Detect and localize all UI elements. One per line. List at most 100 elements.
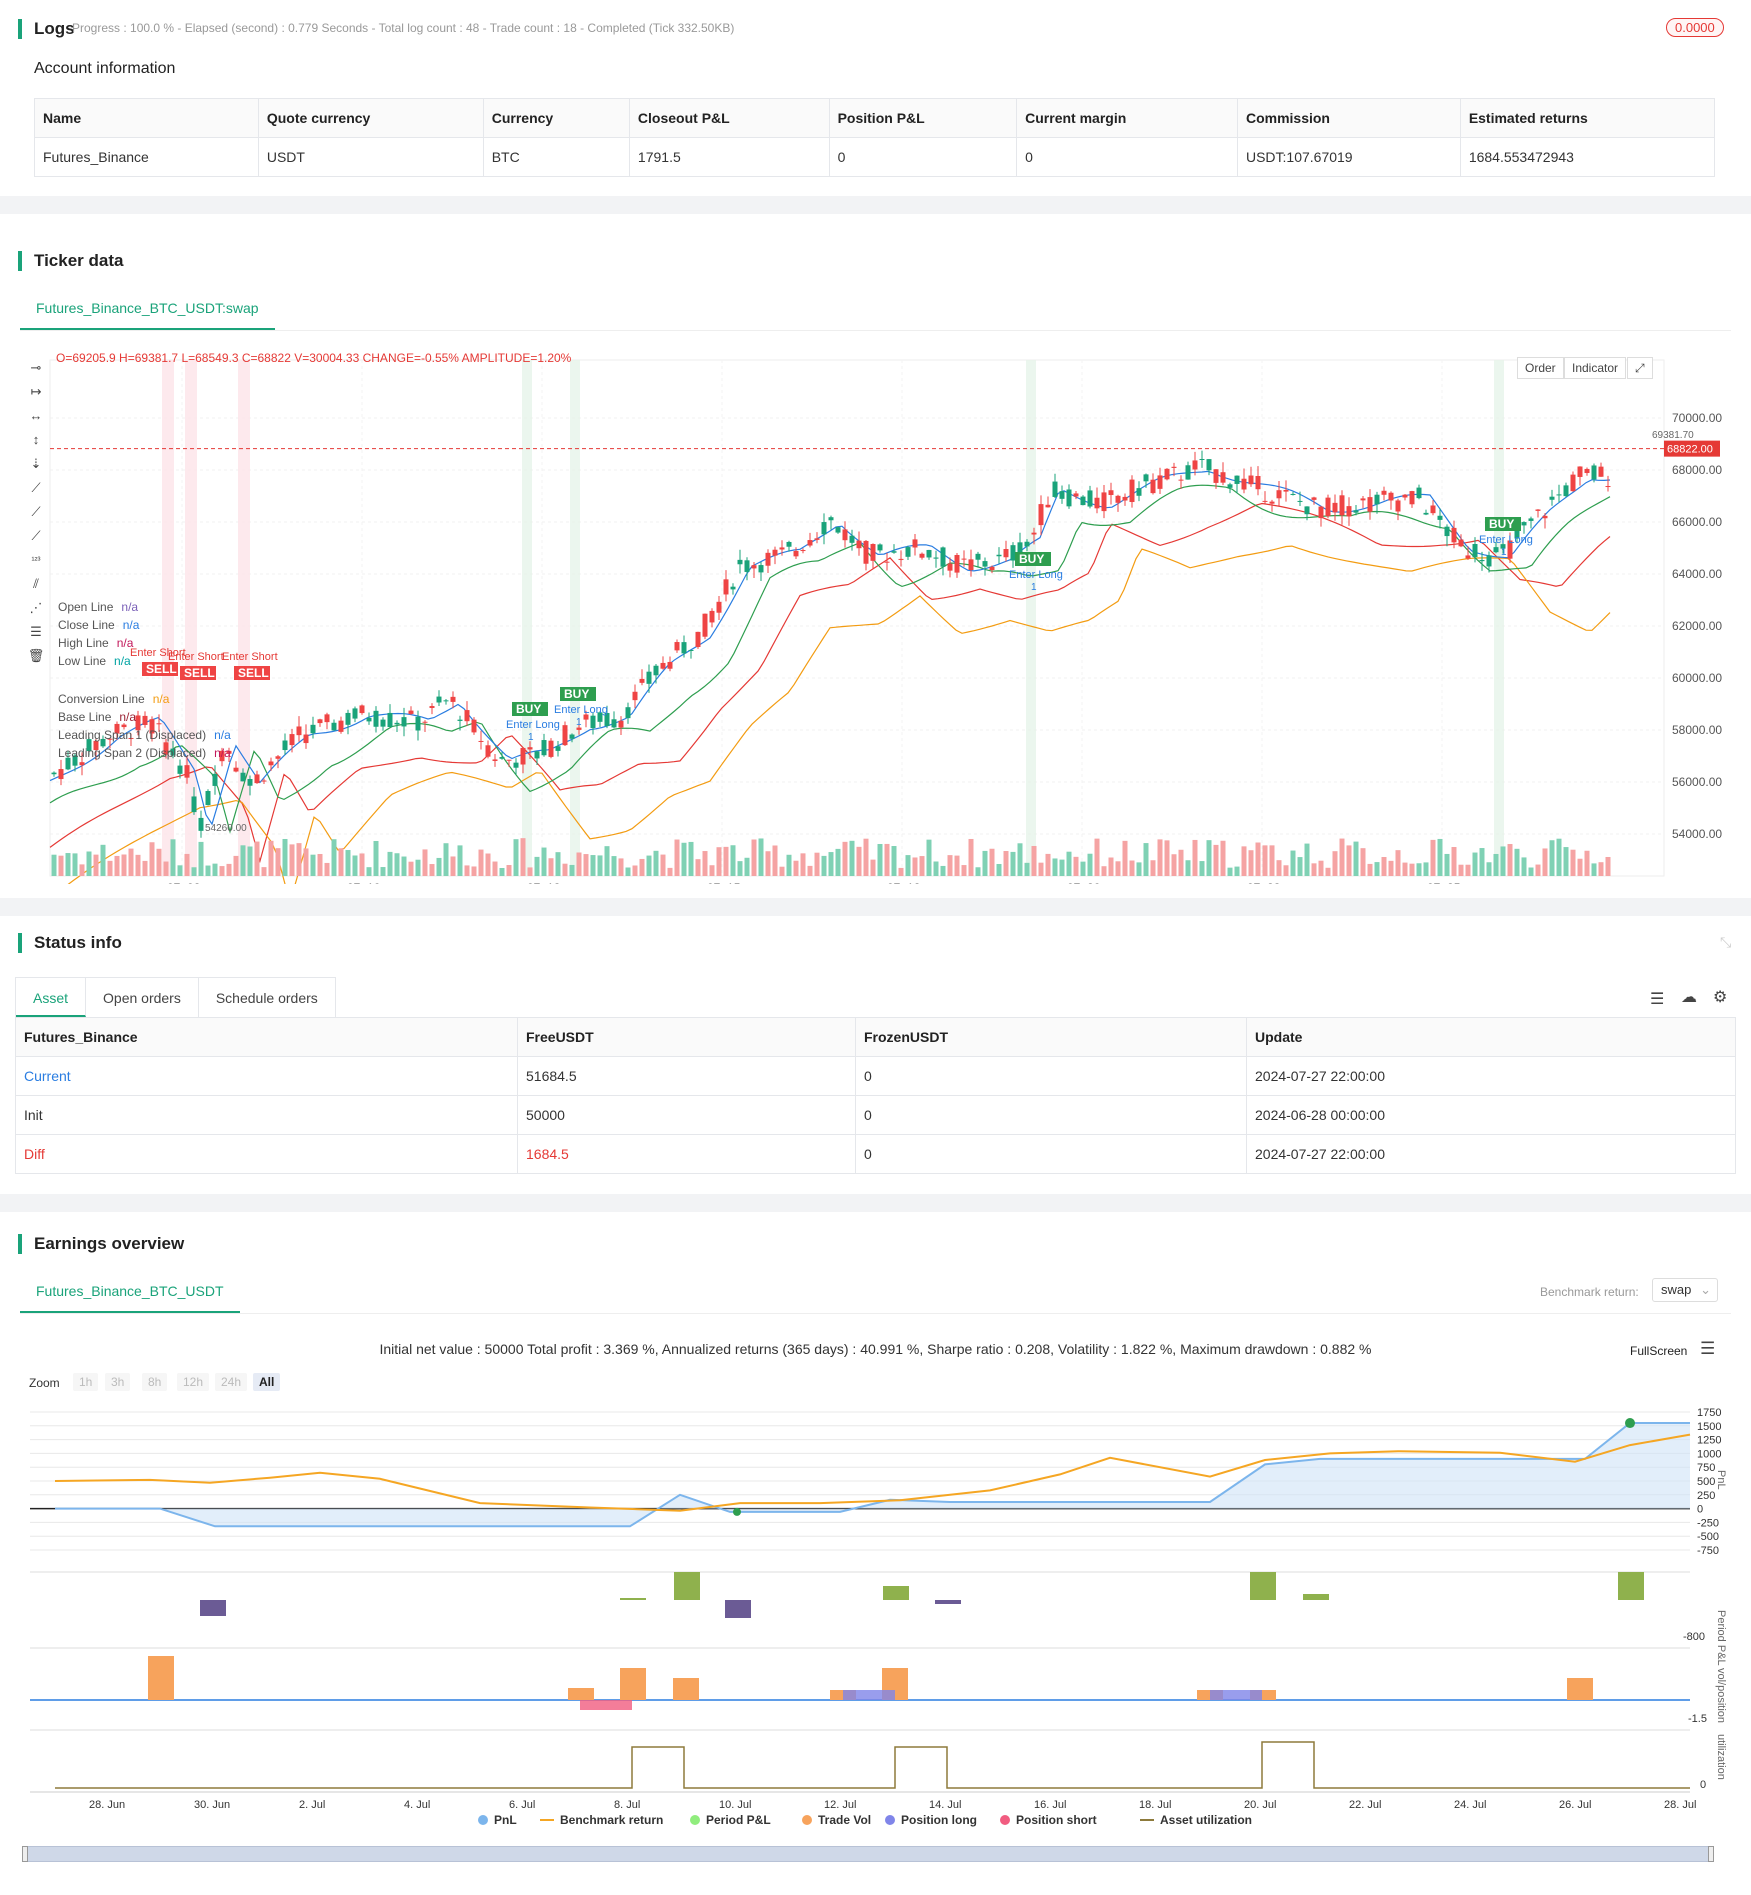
candle-body [989, 566, 995, 571]
volume-bar [1311, 863, 1317, 876]
legend-item[interactable]: Conversion Line n/a [58, 692, 169, 706]
benchmark-select[interactable]: swap ⌄ [1652, 1278, 1718, 1302]
parallel-channel-icon[interactable]: ⫽ [33, 576, 39, 591]
zoom-label: Zoom [29, 1376, 60, 1390]
volume-bar [471, 866, 477, 876]
volume-bar [464, 865, 470, 876]
legend-item[interactable]: Low Line n/a [58, 654, 131, 668]
indicator-button[interactable]: Indicator [1564, 357, 1627, 379]
legend-name: Base Line [58, 710, 112, 724]
candle-body [443, 700, 449, 702]
candle-body [919, 553, 925, 558]
menu-icon[interactable]: ☰ [1700, 1339, 1716, 1358]
legend-item[interactable]: PnL [478, 1813, 517, 1827]
candle-body [394, 722, 400, 725]
vertical-ray-icon[interactable]: ⇣ [30, 456, 42, 471]
y-tick-label: 54000.00 [1672, 827, 1722, 841]
candle-body [506, 759, 512, 761]
tab-asset[interactable]: Asset [16, 978, 87, 1017]
volume-bar [926, 839, 932, 876]
expand-icon[interactable]: ⤢ [1627, 357, 1653, 379]
vertical-line-icon[interactable]: ↕ [32, 432, 40, 447]
legend-item[interactable]: Close Line n/a [58, 618, 139, 632]
candle-body [1598, 466, 1604, 477]
fullscreen-button[interactable]: FullScreen [1630, 1344, 1688, 1358]
candle-body [1129, 479, 1135, 503]
legend-value: n/a [114, 654, 131, 668]
volume-bar [947, 855, 953, 876]
legend-item[interactable]: Asset utilization [1140, 1813, 1252, 1827]
fib-icon[interactable]: ⋰ [29, 600, 43, 615]
volume-bar [1458, 864, 1464, 876]
zoom-all-button[interactable]: All [253, 1373, 281, 1391]
signal-qty-label: 1 [1501, 547, 1507, 558]
candle-body [1094, 497, 1100, 509]
legend-item[interactable]: Leading Span 2 (Displaced) n/a [58, 746, 231, 760]
cloud-icon[interactable]: ☁ [1681, 989, 1697, 1006]
legend-item[interactable]: Base Line n/a [58, 710, 136, 724]
legend-item[interactable]: High Line n/a [58, 636, 133, 650]
volume-bar [1332, 851, 1338, 876]
list-icon[interactable]: ☰ [1650, 991, 1665, 1008]
zoom-1h-button[interactable]: 1h [73, 1373, 99, 1391]
zoom-24h-button[interactable]: 24h [215, 1373, 248, 1391]
navigator-scrollbar[interactable] [24, 1846, 1714, 1862]
legend-item[interactable]: Period P&L [690, 1813, 771, 1827]
candle-body [926, 549, 932, 558]
y-tick-label: -250 [1697, 1517, 1719, 1529]
extended-line-icon[interactable]: ↔ [29, 408, 43, 423]
navigator-handle-right[interactable] [1708, 1846, 1714, 1862]
zoom-8h-button[interactable]: 8h [142, 1373, 168, 1391]
trash-icon[interactable]: 🗑 [27, 648, 45, 663]
order-button[interactable]: Order [1517, 357, 1564, 379]
signal-highlight [238, 360, 250, 876]
tab-schedule-orders[interactable]: Schedule orders [215, 990, 318, 1006]
legend-item[interactable]: Position long [885, 1813, 977, 1827]
volume-bar [618, 858, 624, 876]
trend-line-icon[interactable]: ⟋ [31, 480, 41, 495]
status-section: Status info ⤡ Asset Open orders Schedule… [0, 916, 1751, 1194]
legend-name: Low Line [58, 654, 107, 668]
candle-body [1150, 479, 1156, 494]
legend-item[interactable]: Trade Vol [802, 1813, 871, 1827]
ray-icon[interactable]: ⟋ [31, 504, 41, 519]
ruler-icon[interactable]: ☰ [30, 624, 42, 639]
legend-item[interactable]: Benchmark return [540, 1813, 663, 1827]
gear-icon[interactable]: ⚙ [1713, 989, 1728, 1006]
last-price-label: 68822.00 [1667, 444, 1713, 456]
candle-body [135, 715, 141, 731]
candle-body [905, 547, 911, 557]
horizontal-line-icon[interactable]: ⊸ [30, 360, 42, 375]
candle-body [1115, 495, 1121, 503]
tab-ticker-symbol[interactable]: Futures_Binance_BTC_USDT:swap [20, 290, 275, 330]
earnings-chart[interactable]: 17501500125010007505002500-250-500-750Pn… [0, 1400, 1751, 1870]
candle-body [478, 740, 484, 742]
legend-name: Leading Span 2 (Displaced) [58, 746, 207, 760]
volume-bar [590, 855, 596, 876]
tab-earnings-symbol[interactable]: Futures_Binance_BTC_USDT [20, 1273, 240, 1313]
legend-value: n/a [119, 710, 137, 724]
legend-item[interactable]: Open Line n/a [58, 600, 138, 614]
trade-vol-bar [620, 1668, 646, 1700]
candle-body [1486, 555, 1492, 567]
tab-open-orders[interactable]: Open orders [86, 978, 199, 1017]
legend-name: Conversion Line [58, 692, 145, 706]
zoom-12h-button[interactable]: 12h [177, 1373, 210, 1391]
collapse-icon[interactable]: ⤡ [1720, 934, 1732, 950]
legend-item[interactable]: Position short [1000, 1813, 1097, 1827]
segment-icon[interactable]: ⟋ [31, 528, 41, 543]
volume-bar [1073, 856, 1079, 876]
candle-body [415, 716, 421, 731]
candle-body [254, 774, 260, 784]
horizontal-ray-icon[interactable]: ↦ [30, 384, 42, 399]
column-header: Closeout P&L [628, 98, 830, 138]
candle-body [1584, 468, 1590, 474]
volume-bar [940, 865, 946, 876]
legend-item[interactable]: Leading Span 1 (Displaced) n/a [58, 728, 231, 742]
zoom-3h-button[interactable]: 3h [105, 1373, 131, 1391]
volume-bar [562, 863, 568, 876]
candlestick-chart[interactable]: 70000.00 68000.00 66000.00 64000.00 62000.00… [0, 344, 1751, 884]
navigator-handle-left[interactable] [22, 1846, 28, 1862]
price-label-icon[interactable]: ¹²³ [31, 555, 41, 565]
volume-bar [1220, 840, 1226, 876]
